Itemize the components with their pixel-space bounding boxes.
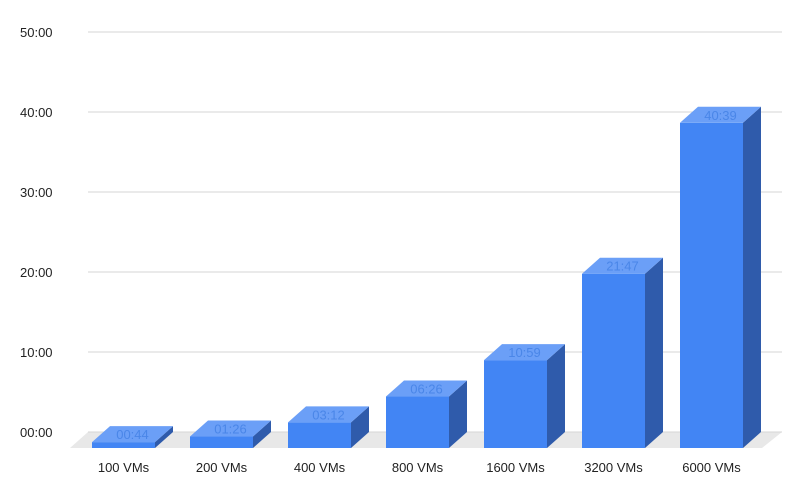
- bar-front-face: [680, 122, 743, 449]
- bar-front-face: [386, 396, 449, 448]
- bar-top-face: [190, 420, 271, 437]
- x-axis-ticks: 100 VMs 200 VMs 400 VMs 800 VMs 1600 VMs 3200…: [98, 460, 741, 475]
- x-tick-label: 6000 VMs: [682, 460, 741, 475]
- data-label: 10:59: [508, 345, 541, 360]
- data-label: 40:39: [704, 108, 737, 123]
- gridlines: [88, 31, 782, 433]
- data-label: 06:26: [410, 382, 443, 397]
- bars: [92, 106, 761, 449]
- y-tick-label: 10:00: [20, 345, 53, 360]
- bar-side-face: [743, 106, 761, 449]
- bar-side-face: [449, 380, 467, 448]
- bar-side-face: [351, 406, 369, 448]
- bar-side-face: [645, 257, 663, 448]
- y-tick-label: 40:00: [20, 105, 53, 120]
- bar-top-face: [484, 344, 565, 361]
- bar-top-face: [582, 257, 663, 274]
- x-tick-label: 800 VMs: [392, 460, 444, 475]
- bar-side-face: [547, 344, 565, 448]
- data-label: 01:26: [214, 422, 247, 437]
- bar-front-face: [92, 442, 155, 448]
- y-axis-ticks: 00:00 10:00 20:00 30:00 40:00 50:00: [20, 25, 53, 440]
- x-tick-label: 3200 VMs: [584, 460, 643, 475]
- bar-top-face: [92, 426, 173, 443]
- data-label: 00:44: [116, 427, 149, 442]
- bar-front-face: [582, 273, 645, 448]
- bar: [92, 426, 173, 448]
- y-tick-label: 50:00: [20, 25, 53, 40]
- bar-side-face: [155, 426, 173, 448]
- x-tick-label: 1600 VMs: [486, 460, 545, 475]
- y-tick-label: 20:00: [20, 265, 53, 280]
- bar-front-face: [484, 360, 547, 448]
- y-tick-label: 30:00: [20, 185, 53, 200]
- bar: [484, 344, 565, 448]
- bar-front-face: [190, 436, 253, 448]
- bar-side-face: [253, 420, 271, 448]
- x-tick-label: 200 VMs: [196, 460, 248, 475]
- bar: [288, 406, 369, 448]
- x-tick-label: 100 VMs: [98, 460, 150, 475]
- bar-front-face: [288, 422, 351, 448]
- bar-top-face: [288, 406, 369, 423]
- bar: [680, 106, 761, 449]
- bar-top-face: [386, 380, 467, 397]
- data-label: 21:47: [606, 259, 639, 274]
- bar: [582, 257, 663, 448]
- data-label: 03:12: [312, 407, 345, 422]
- x-tick-label: 400 VMs: [294, 460, 346, 475]
- data-labels: 00:44 01:26 03:12 06:26 10:59 21:47 40:39: [116, 108, 737, 442]
- y-tick-label: 00:00: [20, 425, 53, 440]
- bar: [386, 380, 467, 448]
- bar-top-face: [680, 106, 761, 123]
- bar: [190, 420, 271, 448]
